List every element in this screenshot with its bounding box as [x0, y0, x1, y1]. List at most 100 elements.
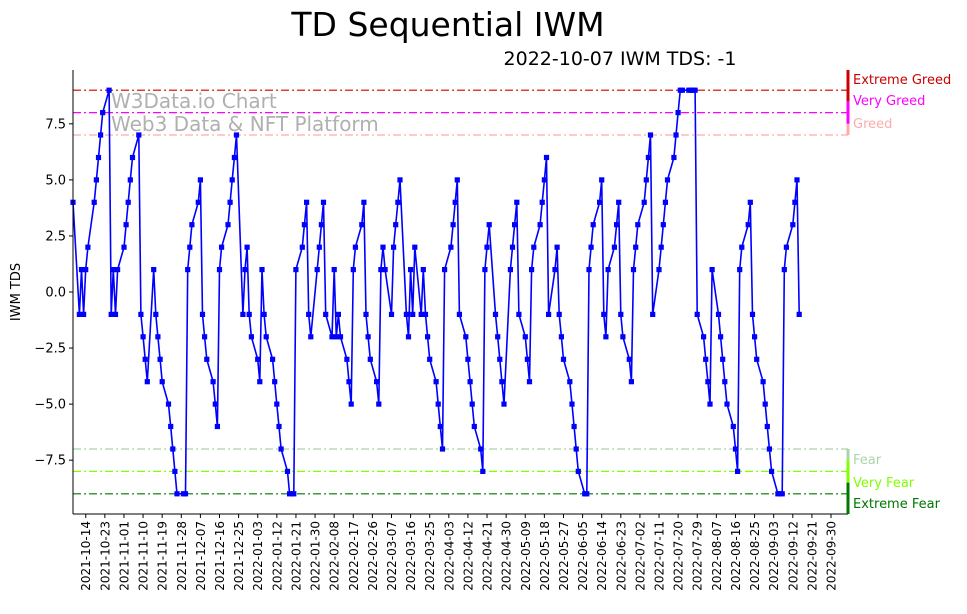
data-point-145 — [501, 401, 507, 407]
data-point-74 — [291, 491, 297, 497]
data-point-241 — [790, 222, 796, 228]
x-tick-label-25: 2022-05-27 — [557, 521, 571, 591]
data-point-108 — [393, 222, 399, 228]
data-point-184 — [618, 311, 624, 317]
data-point-69 — [276, 423, 282, 430]
data-point-180 — [605, 267, 611, 273]
data-point-26 — [151, 267, 157, 273]
data-point-199 — [662, 199, 668, 205]
data-point-13 — [110, 267, 116, 273]
zone-label-2: Greed — [853, 117, 892, 132]
x-tick-label-28: 2022-06-23 — [614, 521, 628, 591]
data-point-178 — [601, 311, 607, 317]
data-point-24 — [142, 356, 148, 362]
data-point-168 — [571, 423, 577, 430]
data-point-83 — [318, 222, 324, 228]
data-point-94 — [350, 267, 356, 273]
data-point-54 — [231, 154, 237, 161]
data-point-135 — [471, 423, 477, 430]
data-point-147 — [509, 244, 516, 250]
series-line — [72, 89, 800, 495]
data-point-146 — [507, 267, 513, 273]
data-point-224 — [737, 267, 743, 273]
data-point-198 — [660, 222, 666, 228]
data-point-51 — [225, 222, 231, 228]
data-point-86 — [329, 334, 335, 340]
data-point-7 — [93, 177, 99, 183]
data-point-62 — [257, 379, 263, 385]
data-point-163 — [556, 311, 562, 317]
data-point-213 — [705, 379, 711, 385]
data-point-75 — [293, 267, 299, 273]
data-point-228 — [749, 311, 756, 317]
data-point-239 — [781, 267, 787, 273]
data-point-88 — [333, 334, 339, 340]
data-point-244 — [796, 311, 802, 317]
data-point-197 — [658, 244, 664, 250]
data-point-123 — [437, 423, 443, 430]
data-point-195 — [650, 311, 656, 317]
data-point-134 — [469, 401, 475, 407]
data-point-47 — [212, 401, 218, 407]
data-point-21 — [136, 132, 142, 138]
data-point-223 — [735, 468, 741, 474]
data-point-229 — [752, 334, 758, 340]
data-point-35 — [174, 491, 180, 497]
x-tick-label-7: 2021-12-16 — [213, 521, 227, 591]
data-point-57 — [242, 267, 248, 273]
data-point-189 — [633, 244, 639, 250]
data-point-80 — [308, 334, 314, 340]
data-point-172 — [584, 491, 590, 497]
x-tick-label-0: 2021-10-14 — [79, 521, 93, 591]
data-point-101 — [374, 379, 380, 385]
data-point-232 — [762, 401, 768, 407]
data-point-183 — [616, 199, 622, 205]
data-point-84 — [320, 199, 327, 205]
data-point-129 — [454, 177, 460, 183]
data-point-119 — [425, 334, 431, 340]
data-point-201 — [671, 154, 677, 161]
data-point-10 — [100, 110, 106, 116]
data-point-175 — [590, 222, 596, 228]
data-point-191 — [641, 199, 647, 205]
data-point-221 — [730, 423, 736, 430]
data-point-240 — [783, 244, 789, 250]
data-point-109 — [395, 199, 401, 205]
data-point-179 — [603, 334, 609, 340]
x-tick-label-1: 2021-10-23 — [98, 521, 112, 591]
data-point-17 — [123, 222, 129, 228]
x-tick-label-13: 2022-02-08 — [328, 521, 342, 591]
x-tick-label-14: 2022-02-17 — [347, 521, 361, 591]
data-point-95 — [352, 244, 358, 250]
data-point-234 — [766, 446, 772, 452]
data-point-38 — [185, 267, 191, 273]
data-point-212 — [703, 356, 709, 362]
data-point-202 — [673, 132, 679, 138]
data-point-93 — [348, 401, 354, 407]
data-point-154 — [529, 267, 535, 273]
data-point-89 — [335, 311, 341, 317]
zone-label-1: Very Greed — [853, 94, 925, 109]
data-point-33 — [170, 446, 176, 452]
x-tick-label-34: 2022-08-16 — [729, 521, 743, 591]
data-point-226 — [745, 222, 751, 228]
data-point-18 — [125, 199, 131, 205]
data-point-87 — [331, 267, 337, 273]
data-point-79 — [306, 311, 312, 317]
data-point-166 — [567, 379, 573, 385]
watermark-line-2: Web3 Data & NFT Platform — [111, 112, 379, 136]
y-tick-label-6: 7.5 — [45, 117, 66, 132]
data-point-105 — [382, 267, 388, 273]
x-tick-label-20: 2022-04-12 — [461, 521, 475, 591]
x-tick-label-22: 2022-04-30 — [500, 521, 514, 591]
data-point-149 — [514, 199, 520, 205]
data-point-52 — [227, 199, 233, 205]
data-point-152 — [524, 356, 530, 362]
data-point-66 — [270, 356, 276, 362]
watermark-line-1: W3Data.io Chart — [111, 89, 277, 113]
x-tick-label-30: 2022-07-11 — [653, 521, 667, 591]
data-point-182 — [614, 222, 620, 228]
data-point-125 — [442, 267, 448, 273]
data-point-161 — [552, 267, 558, 273]
